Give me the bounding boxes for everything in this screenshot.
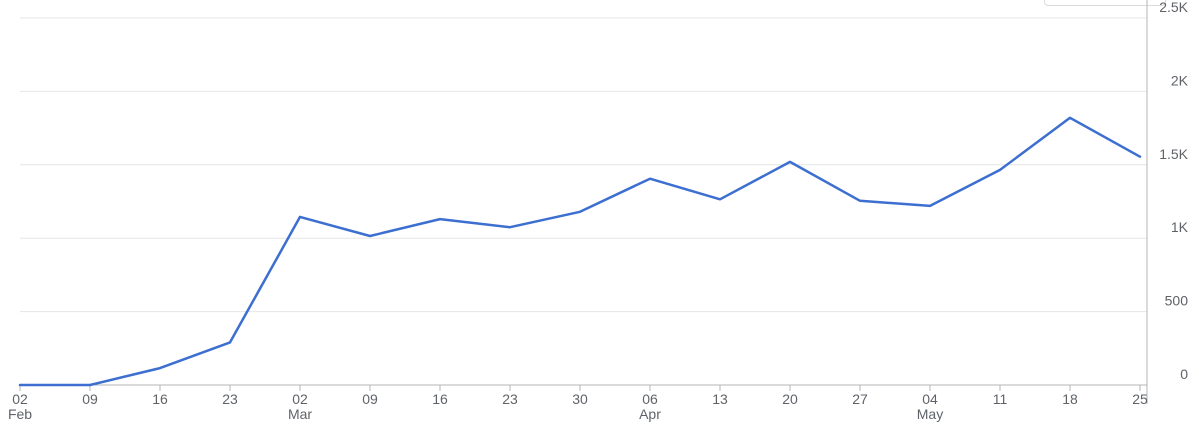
y-tick-label: 1K <box>1171 219 1189 235</box>
data-point[interactable] <box>997 167 1003 173</box>
x-tick-label-month: Mar <box>288 406 312 422</box>
data-point[interactable] <box>647 176 653 182</box>
x-tick-label-day: 11 <box>993 391 1008 407</box>
data-point[interactable] <box>157 365 163 371</box>
series-layer <box>17 115 1143 388</box>
header-control-edge[interactable] <box>1044 0 1166 6</box>
data-point[interactable] <box>297 214 303 220</box>
x-tick-label-day: 25 <box>1132 391 1148 407</box>
grid-lines <box>20 0 1148 404</box>
y-tick-label: 2K <box>1171 72 1189 88</box>
x-tick-label-day: 20 <box>782 391 798 407</box>
data-point[interactable] <box>927 203 933 209</box>
x-tick-label-day: 16 <box>152 391 168 407</box>
x-tick-label-day: 04 <box>922 391 938 407</box>
x-tick-label-day: 09 <box>82 391 98 407</box>
y-axis-ticks: 0 500 1K 1.5K 2K 2.5K <box>1159 0 1188 382</box>
x-tick-label-day: 13 <box>712 391 728 407</box>
y-tick-label: 0 <box>1180 366 1188 382</box>
data-point[interactable] <box>787 159 793 165</box>
data-point[interactable] <box>87 382 93 388</box>
x-tick-label-day: 18 <box>1062 391 1078 407</box>
data-point[interactable] <box>717 196 723 202</box>
data-point[interactable] <box>577 209 583 215</box>
data-point[interactable] <box>857 198 863 204</box>
x-tick-label-month: May <box>917 406 943 422</box>
y-tick-label: 500 <box>1165 293 1189 309</box>
data-point[interactable] <box>17 382 23 388</box>
data-point[interactable] <box>507 224 513 230</box>
data-point[interactable] <box>1067 115 1073 121</box>
series-line <box>18 116 1142 387</box>
x-tick-label-day: 27 <box>852 391 868 407</box>
data-point[interactable] <box>437 216 443 222</box>
x-tick-label-day: 02 <box>12 391 28 407</box>
x-tick-label-day: 02 <box>292 391 308 407</box>
x-tick-label-day: 09 <box>362 391 378 407</box>
x-tick-label-day: 06 <box>642 391 658 407</box>
x-tick-label-day: 16 <box>432 391 448 407</box>
x-tick-label-day: 30 <box>572 391 588 407</box>
data-point[interactable] <box>1137 154 1143 160</box>
data-point[interactable] <box>227 339 233 345</box>
data-point[interactable] <box>367 233 373 239</box>
y-tick-label: 2.5K <box>1159 0 1188 15</box>
y-tick-label: 1.5K <box>1159 146 1188 162</box>
x-tick-label-month: Feb <box>8 406 32 422</box>
x-tick-label-day: 23 <box>222 391 238 407</box>
x-tick-label-month: Apr <box>639 406 661 422</box>
x-tick-label-day: 23 <box>502 391 518 407</box>
